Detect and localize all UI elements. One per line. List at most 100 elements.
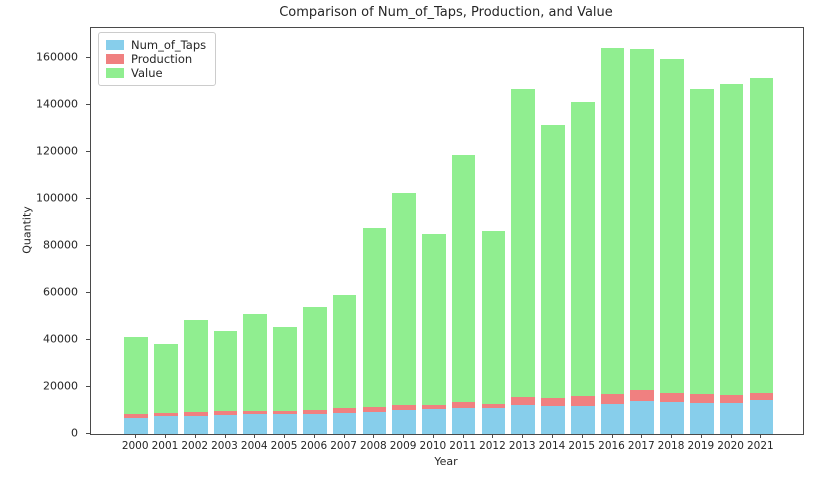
bar-2005 [273, 327, 297, 434]
y-tick-mark [86, 432, 90, 434]
x-tick-mark [432, 434, 434, 438]
bar-segment-Value [570, 101, 595, 396]
bar-segment-Value [690, 88, 714, 395]
bar-2010 [422, 234, 446, 434]
bar-segment-Num_of_Taps [154, 416, 178, 434]
x-tick-label: 2018 [657, 440, 685, 452]
x-tick-label: 2007 [330, 440, 357, 452]
y-tick-mark [86, 244, 90, 246]
bar-segment-Production [481, 404, 506, 409]
bar-segment-Num_of_Taps [541, 406, 565, 434]
chart-title: Comparison of Num_of_Taps, Production, a… [279, 5, 613, 20]
x-tick-mark [760, 434, 762, 438]
bar-segment-Num_of_Taps [392, 410, 416, 434]
bar-segment-Production [511, 397, 535, 406]
bar-segment-Production [362, 407, 387, 412]
legend-swatch-icon [106, 68, 124, 78]
bar-segment-Production [243, 410, 268, 415]
bar-segment-Production [630, 389, 655, 402]
bar-segment-Production [303, 409, 327, 414]
legend-item-Num_of_Taps: Num_of_Taps [106, 38, 206, 52]
bar-segment-Value [630, 48, 655, 390]
bar-segment-Value [422, 234, 446, 405]
bar-segment-Value [243, 314, 268, 411]
bar-segment-Value [719, 83, 744, 395]
bar-2014 [541, 124, 565, 434]
bar-segment-Value [332, 294, 357, 409]
x-tick-mark [135, 434, 137, 438]
bar-segment-Production [422, 404, 446, 410]
bar-segment-Num_of_Taps [481, 408, 506, 434]
x-tick-label: 2019 [687, 440, 715, 452]
bar-segment-Num_of_Taps [303, 413, 327, 434]
bar-segment-Value [183, 320, 208, 412]
x-tick-mark [700, 434, 702, 438]
bar-segment-Value [392, 193, 416, 406]
legend-swatch-icon [106, 54, 124, 64]
x-tick-label: 2016 [598, 440, 625, 452]
x-tick-label: 2005 [270, 440, 298, 452]
bar-2017 [630, 48, 655, 434]
x-tick-mark [194, 434, 196, 438]
y-tick-label: 140000 [36, 97, 78, 111]
bar-2009 [392, 193, 416, 434]
bar-2012 [481, 231, 506, 434]
bar-segment-Value [481, 231, 506, 405]
x-tick-label: 2013 [508, 440, 536, 452]
bar-2003 [213, 330, 238, 434]
y-tick-label: 160000 [36, 50, 78, 64]
x-tick-label: 2021 [746, 440, 774, 452]
x-tick-mark [254, 434, 256, 438]
x-axis-label: Year [434, 455, 458, 468]
bar-segment-Num_of_Taps [183, 415, 208, 434]
bar-segment-Production [570, 395, 595, 406]
bar-segment-Num_of_Taps [273, 414, 297, 434]
x-tick-label: 2012 [479, 440, 506, 452]
x-tick-label: 2009 [389, 440, 417, 452]
x-tick-mark [284, 434, 286, 438]
plot-area: Num_of_Taps Production Value [90, 27, 804, 435]
bar-segment-Num_of_Taps [243, 414, 268, 434]
bar-segment-Production [124, 414, 148, 418]
y-axis-label: Quantity [20, 206, 34, 254]
y-tick-mark [86, 56, 90, 58]
y-tick-mark [86, 150, 90, 152]
y-tick-mark [86, 338, 90, 340]
bar-segment-Num_of_Taps [570, 405, 595, 434]
bar-2016 [600, 47, 625, 434]
x-tick-mark [641, 434, 643, 438]
bar-segment-Num_of_Taps [600, 403, 625, 434]
y-tick-mark [86, 197, 90, 199]
bar-segment-Production [392, 405, 416, 411]
x-tick-label: 2008 [359, 440, 387, 452]
bar-2015 [570, 101, 595, 434]
bar-segment-Num_of_Taps [451, 407, 476, 434]
x-tick-mark [671, 434, 673, 438]
bar-segment-Production [273, 410, 297, 415]
bar-segment-Value [600, 47, 625, 394]
x-tick-label: 2014 [538, 440, 566, 452]
bar-segment-Production [749, 392, 774, 401]
x-tick-mark [224, 434, 226, 438]
y-tick-mark [86, 385, 90, 387]
bar-2004 [243, 314, 268, 434]
bar-segment-Value [660, 58, 684, 393]
bar-segment-Production [451, 402, 476, 408]
bar-2006 [303, 307, 327, 434]
bar-segment-Value [362, 227, 387, 407]
bar-segment-Num_of_Taps [719, 402, 744, 434]
legend-item-Production: Production [106, 52, 206, 66]
legend-label: Num_of_Taps [131, 38, 207, 52]
x-tick-mark [730, 434, 732, 438]
bar-segment-Production [183, 411, 208, 416]
x-tick-label: 2004 [240, 440, 268, 452]
bar-2007 [332, 294, 357, 434]
bar-2013 [511, 88, 535, 434]
y-tick-label: 120000 [36, 144, 78, 158]
bar-segment-Num_of_Taps [362, 411, 387, 434]
legend-swatch-icon [106, 40, 124, 50]
bar-2002 [183, 320, 208, 434]
bar-segment-Num_of_Taps [630, 401, 655, 434]
bar-segment-Production [154, 412, 178, 417]
x-tick-label: 2011 [449, 440, 477, 452]
